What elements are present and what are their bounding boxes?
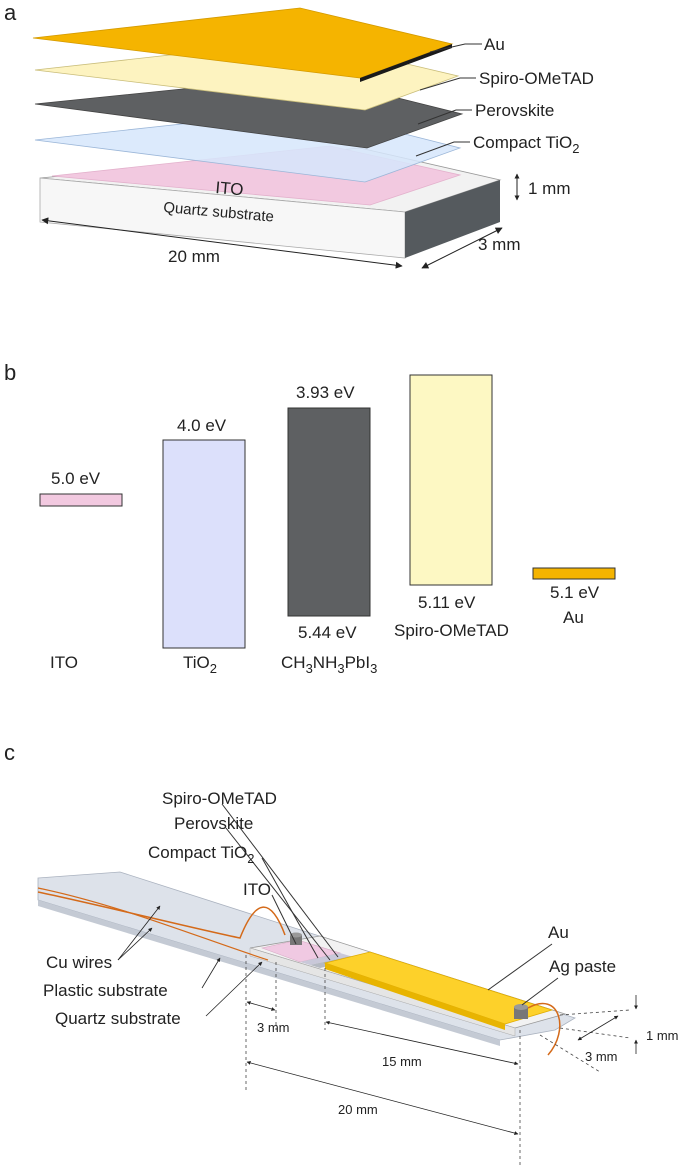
leader-spiro bbox=[419, 77, 476, 91]
ag-paste-left bbox=[290, 935, 302, 945]
plastic-substrate-edge bbox=[38, 900, 500, 1046]
label-ito: ITO bbox=[215, 178, 245, 199]
band-spiro-name: Spiro-OMeTAD bbox=[394, 621, 509, 640]
leader-au-c bbox=[487, 943, 553, 991]
band-perovskite-bottom: 5.44 eV bbox=[298, 623, 357, 642]
label-au-c: Au bbox=[548, 923, 569, 942]
label-compact-tio2: Compact TiO2 bbox=[473, 133, 579, 156]
dim-3mm-arrow bbox=[421, 227, 503, 269]
panel-b-label: b bbox=[4, 360, 16, 385]
band-ito-top: 5.0 eV bbox=[51, 469, 101, 488]
dim-1mm-c-label: 1 mm bbox=[646, 1028, 679, 1043]
cu-wire-right bbox=[527, 1002, 561, 1056]
label-perovskite-c: Perovskite bbox=[174, 814, 253, 833]
leader-tio2-c bbox=[261, 857, 319, 959]
panel-c-label: c bbox=[4, 740, 15, 765]
dim-20mm-c-arrow bbox=[246, 1060, 519, 1136]
label-plastic-substrate: Plastic substrate bbox=[43, 981, 168, 1000]
cu-wire-bottom bbox=[37, 887, 269, 961]
arrow-quartz bbox=[205, 961, 263, 1017]
au-layer-edge bbox=[360, 44, 452, 82]
leader-perovskite-c bbox=[225, 827, 331, 961]
dim-3mm-left-label: 3 mm bbox=[257, 1020, 290, 1035]
arrow-plastic bbox=[201, 957, 221, 989]
dim-20mm-label: 20 mm bbox=[168, 247, 220, 266]
panel-c: c Spiro-OMeTAD Perovskite Compact TiO2 bbox=[4, 740, 679, 1165]
dim-15mm-label: 15 mm bbox=[382, 1054, 422, 1069]
band-spiro-bottom: 5.11 eV bbox=[418, 593, 476, 612]
panel-a-label: a bbox=[4, 0, 17, 25]
ag-paste-right-top bbox=[514, 1004, 528, 1010]
label-spiro: Spiro-OMeTAD bbox=[479, 69, 594, 88]
dim-20mm-c-label: 20 mm bbox=[338, 1102, 378, 1117]
label-quartz-substrate-c: Quartz substrate bbox=[55, 1009, 181, 1028]
ag-paste-right bbox=[514, 1007, 528, 1019]
label-perovskite: Perovskite bbox=[475, 101, 554, 120]
guide-1mm-top bbox=[559, 1009, 631, 1016]
band-perovskite-name: CH3NH3PbI3 bbox=[281, 653, 377, 676]
arrow-cu-2 bbox=[117, 927, 153, 961]
band-au bbox=[532, 567, 616, 580]
dim-3mm-left-arrow bbox=[246, 1001, 276, 1011]
leader-ag-paste bbox=[521, 977, 559, 1006]
dim-20mm-arrow bbox=[41, 217, 403, 269]
band-spiro bbox=[409, 374, 493, 586]
leader-spiro-c bbox=[221, 803, 339, 958]
band-tio2 bbox=[162, 439, 246, 649]
label-ito-c: ITO bbox=[243, 880, 271, 899]
band-perovskite-top: 3.93 eV bbox=[296, 383, 355, 402]
label-cu-wires: Cu wires bbox=[46, 953, 112, 972]
panel-a: a Au Spiro-OMeTAD Perovskite Compact TiO… bbox=[4, 0, 594, 269]
dim-15mm-arrow bbox=[325, 1020, 519, 1066]
leader-au bbox=[429, 43, 482, 53]
dim-3mm-right-arrow bbox=[577, 1015, 619, 1041]
au-c-edge bbox=[325, 963, 505, 1030]
cu-wire-left bbox=[37, 891, 286, 939]
band-au-bottom: 5.1 eV bbox=[550, 583, 600, 602]
leader-tio2 bbox=[415, 141, 470, 157]
band-tio2-name: TiO2 bbox=[183, 653, 217, 676]
dim-3mm-right-label: 3 mm bbox=[585, 1049, 618, 1064]
band-tio2-top: 4.0 eV bbox=[177, 416, 227, 435]
leader-ito-c bbox=[271, 894, 297, 945]
band-perovskite bbox=[287, 407, 371, 617]
dim-1mm-label: 1 mm bbox=[528, 179, 571, 198]
band-ito bbox=[39, 493, 123, 507]
label-tio2-c: Compact TiO2 bbox=[148, 843, 254, 866]
label-spiro-c: Spiro-OMeTAD bbox=[162, 789, 277, 808]
leader-perovskite bbox=[417, 109, 472, 125]
label-au: Au bbox=[484, 35, 505, 54]
label-ag-paste: Ag paste bbox=[549, 957, 616, 976]
arrow-cu-1 bbox=[117, 905, 161, 961]
band-au-name: Au bbox=[563, 608, 584, 627]
band-ito-name: ITO bbox=[50, 653, 78, 672]
panel-b: b 5.0 eV ITO 4.0 eV TiO2 3.93 eV 5.44 eV… bbox=[4, 360, 616, 676]
ag-paste-left-top bbox=[290, 932, 302, 938]
dim-3mm-label: 3 mm bbox=[478, 235, 521, 254]
